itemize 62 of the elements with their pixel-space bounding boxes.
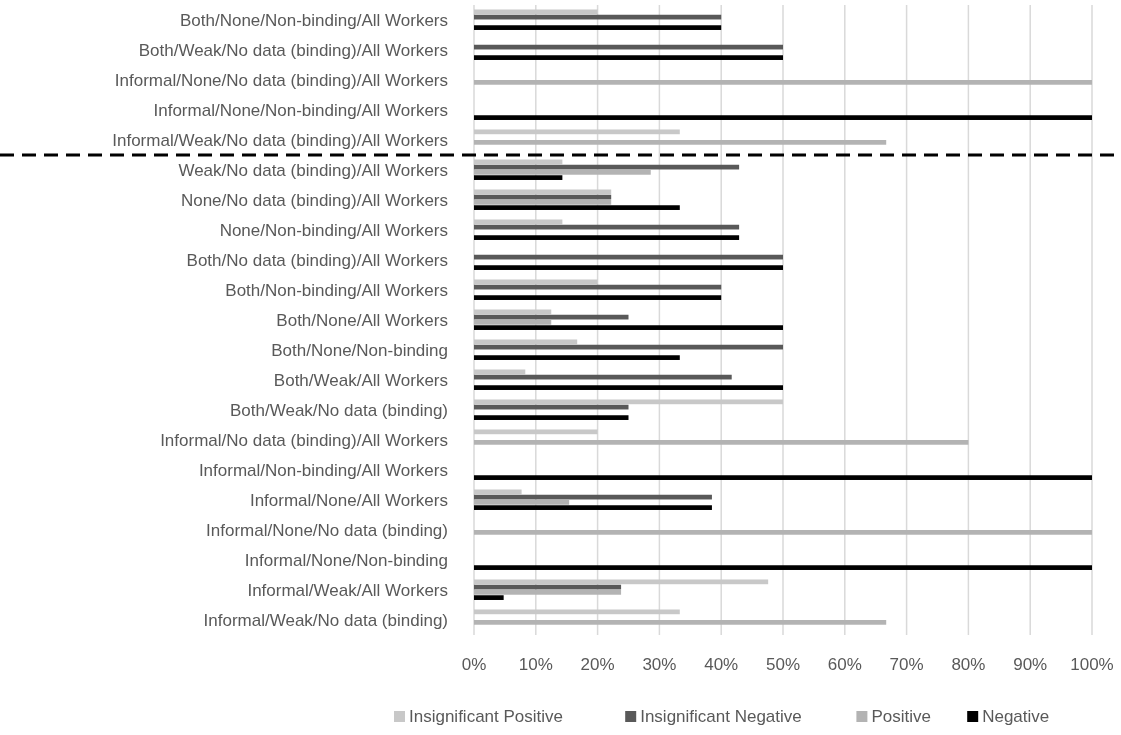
bar: [474, 565, 1092, 570]
x-tick-label: 100%: [1070, 655, 1114, 674]
bar: [474, 505, 712, 510]
bar: [474, 175, 563, 180]
y-tick-label: Informal/None/No data (binding): [206, 520, 448, 540]
y-tick-label: Informal/None/All Workers: [249, 490, 448, 510]
y-tick-label: Both/Non-binding/All Workers: [225, 280, 448, 300]
bar: [474, 320, 552, 325]
x-tick-label: 40%: [704, 655, 739, 674]
bar: [474, 170, 651, 175]
x-tick-label: 90%: [1013, 655, 1048, 674]
legend-label: Positive: [871, 707, 931, 726]
bar: [474, 55, 783, 60]
bar: [474, 205, 680, 210]
bar: [474, 25, 722, 30]
y-tick-label: Both/None/All Workers: [276, 310, 448, 330]
y-tick-label: Informal/Weak/No data (binding): [203, 610, 448, 630]
y-tick-label: Informal/None/Non-binding/All Workers: [153, 100, 448, 120]
bar: [474, 530, 1092, 535]
bar: [474, 325, 783, 330]
x-tick-label: 60%: [827, 655, 862, 674]
bar: [474, 500, 570, 505]
bar: [474, 295, 722, 300]
legend-label: Insignificant Positive: [409, 707, 564, 726]
y-tick-label: Both/Weak/All Workers: [273, 370, 448, 390]
y-tick-label: Weak/No data (binding)/All Workers: [178, 160, 448, 180]
bar: [474, 355, 680, 360]
bar: [474, 415, 629, 420]
y-tick-label: Informal/No data (binding)/All Workers: [160, 430, 448, 450]
x-tick-label: 50%: [765, 655, 801, 674]
bar: [474, 265, 783, 270]
y-tick-label: None/Non-binding/All Workers: [219, 220, 448, 240]
y-tick-label: Both/No data (binding)/All Workers: [186, 250, 448, 270]
legend-label: Negative: [982, 707, 1050, 726]
y-tick-label: Both/Weak/No data (binding)/All Workers: [138, 40, 448, 60]
y-tick-label: Informal/None/Non-binding: [244, 550, 448, 570]
y-tick-label: Informal/Weak/No data (binding)/All Workers: [112, 130, 448, 150]
bar: [474, 620, 887, 625]
x-tick-label: 0%: [461, 655, 487, 674]
x-tick-label: 80%: [951, 655, 986, 674]
bar: [474, 590, 622, 595]
y-tick-label: Informal/Non-binding/All Workers: [198, 460, 448, 480]
y-tick-label: Both/Weak/No data (binding): [230, 400, 448, 420]
bar: [474, 475, 1092, 480]
x-tick-label: 10%: [518, 655, 553, 674]
x-tick-label: 30%: [642, 655, 677, 674]
bar: [474, 595, 504, 600]
y-tick-label: Both/None/Non-binding: [271, 340, 448, 360]
y-tick-label: Both/None/Non-binding/All Workers: [179, 10, 448, 30]
y-tick-label: Informal/None/No data (binding)/All Workers: [114, 70, 448, 90]
x-tick-label: 70%: [889, 655, 924, 674]
bar: [474, 235, 740, 240]
bar: [474, 115, 1092, 120]
bar: [474, 80, 1092, 85]
legend-label: Insignificant Negative: [640, 707, 802, 726]
y-tick-label: Informal/Weak/All Workers: [247, 580, 448, 600]
x-tick-label: 20%: [580, 655, 615, 674]
bar: [474, 200, 612, 205]
bar: [474, 385, 783, 390]
bar: [474, 140, 887, 145]
bar: [474, 440, 969, 445]
y-tick-label: None/No data (binding)/All Workers: [180, 190, 448, 210]
